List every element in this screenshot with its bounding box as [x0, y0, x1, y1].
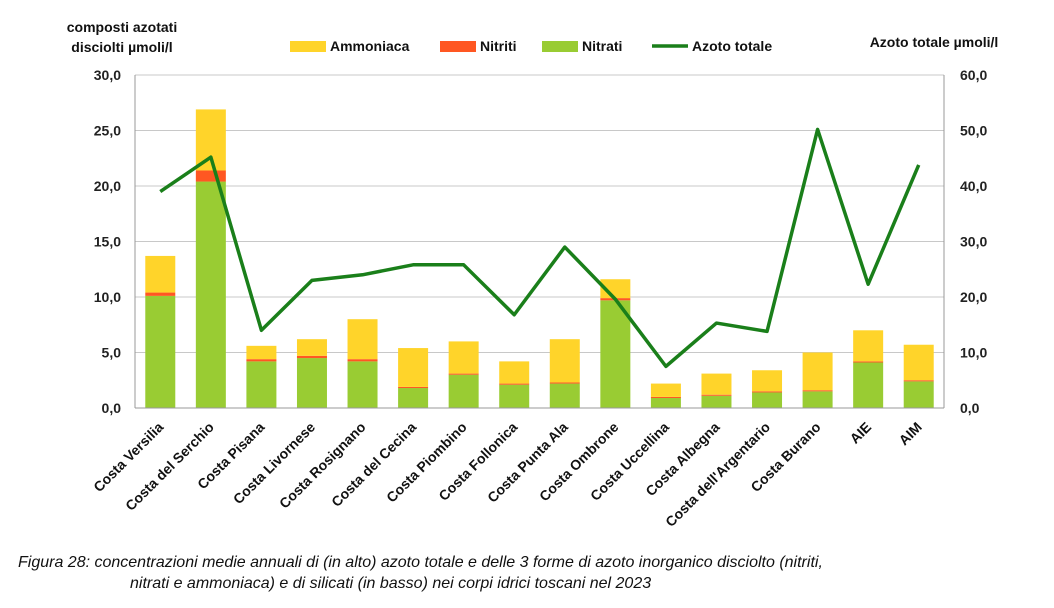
- bar-nitrati: [701, 395, 732, 408]
- category-label: AIE: [846, 419, 874, 447]
- bar-nitriti: [347, 359, 378, 362]
- left-axis-title-line2: disciolti µmoli/l: [71, 39, 172, 55]
- bar-nitriti: [296, 355, 327, 359]
- nitrogen-chart: composti azotati disciolti µmoli/l Azoto…: [67, 19, 999, 530]
- caption-line-1: Figura 28: concentrazioni medie annuali …: [18, 554, 823, 571]
- bar-ammoniaca: [802, 352, 833, 391]
- legend-label: Ammoniaca: [330, 38, 410, 54]
- bar-nitriti: [549, 382, 580, 384]
- bar-nitriti: [853, 361, 884, 363]
- azoto-totale-line: [159, 127, 921, 369]
- bar-nitrati: [347, 361, 378, 408]
- bar-nitrati: [195, 181, 226, 408]
- bar-ammoniaca: [296, 339, 327, 356]
- right-tick-label: 20,0: [960, 289, 987, 305]
- bar-nitriti: [650, 396, 681, 399]
- bar-ammoniaca: [398, 348, 429, 387]
- left-tick-label: 15,0: [94, 234, 121, 250]
- left-tick-label: 25,0: [94, 123, 121, 139]
- left-axis-ticks: 0,0 5,0 10,0 15,0 20,0 25,0 30,0: [94, 67, 121, 416]
- bar-nitriti: [448, 373, 479, 375]
- bar-nitrati: [752, 392, 783, 408]
- legend: Ammoniaca Nitriti Nitrati Azoto totale: [290, 38, 772, 54]
- left-tick-label: 30,0: [94, 67, 121, 83]
- bar-ammoniaca: [347, 319, 378, 360]
- axes: [134, 75, 945, 409]
- category-label: Costa Rosignano: [276, 419, 369, 512]
- category-label: Costa del Serchio: [122, 419, 217, 514]
- bar-nitriti: [195, 170, 226, 182]
- bar-ammoniaca: [853, 330, 884, 362]
- legend-label: Nitriti: [480, 38, 517, 54]
- right-tick-label: 60,0: [960, 67, 987, 83]
- bar-ammoniaca: [549, 339, 580, 383]
- left-tick-label: 5,0: [102, 345, 122, 361]
- bar-ammoniaca: [145, 255, 176, 293]
- bar-ammoniaca: [499, 361, 530, 384]
- bar-series: [145, 109, 934, 408]
- category-label: AIM: [895, 419, 924, 448]
- bar-nitrati: [903, 381, 934, 408]
- category-label: Costa del Cecina: [328, 419, 419, 510]
- bar-nitrati: [802, 391, 833, 408]
- right-tick-label: 40,0: [960, 178, 987, 194]
- bar-nitrati: [549, 383, 580, 408]
- bar-ammoniaca: [246, 345, 277, 360]
- bar-ammoniaca: [448, 341, 479, 374]
- bar-nitriti: [802, 390, 833, 392]
- bar-nitriti: [145, 292, 176, 296]
- legend-swatch: [440, 41, 476, 52]
- right-axis-title: Azoto totale µmoli/l: [870, 34, 999, 50]
- figure-caption: Figura 28: concentrazioni medie annuali …: [18, 552, 1048, 594]
- legend-label: Nitrati: [582, 38, 622, 54]
- bar-nitrati: [246, 361, 277, 408]
- bar-nitriti: [398, 386, 429, 389]
- left-tick-label: 0,0: [102, 400, 122, 416]
- bar-ammoniaca: [701, 373, 732, 395]
- right-tick-label: 10,0: [960, 345, 987, 361]
- right-tick-label: 0,0: [960, 400, 980, 416]
- bar-nitrati: [600, 300, 631, 408]
- bar-nitriti: [246, 359, 277, 362]
- legend-swatch: [290, 41, 326, 52]
- bar-ammoniaca: [903, 344, 934, 381]
- bar-nitriti: [499, 383, 530, 385]
- bar-ammoniaca: [650, 383, 681, 397]
- caption-line-2: nitrati e ammoniaca) e di silicati (in b…: [130, 575, 652, 592]
- bar-nitrati: [650, 398, 681, 408]
- right-tick-label: 30,0: [960, 234, 987, 250]
- bar-nitrati: [296, 358, 327, 408]
- bar-nitrati: [145, 295, 176, 408]
- legend-swatch: [542, 41, 578, 52]
- bar-nitrati: [499, 384, 530, 408]
- left-tick-label: 10,0: [94, 289, 121, 305]
- left-tick-label: 20,0: [94, 178, 121, 194]
- bar-nitrati: [853, 362, 884, 408]
- bar-nitrati: [398, 388, 429, 408]
- bar-nitrati: [448, 374, 479, 408]
- bar-nitriti: [752, 391, 783, 393]
- left-axis-title-line1: composti azotati: [67, 19, 177, 35]
- line-series: [159, 127, 921, 369]
- right-tick-label: 50,0: [960, 123, 987, 139]
- bar-nitriti: [903, 380, 934, 382]
- right-axis-ticks: 0,0 10,0 20,0 30,0 40,0 50,0 60,0: [960, 67, 987, 416]
- bar-ammoniaca: [752, 370, 783, 392]
- legend-label: Azoto totale: [692, 38, 772, 54]
- bar-nitriti: [701, 394, 732, 396]
